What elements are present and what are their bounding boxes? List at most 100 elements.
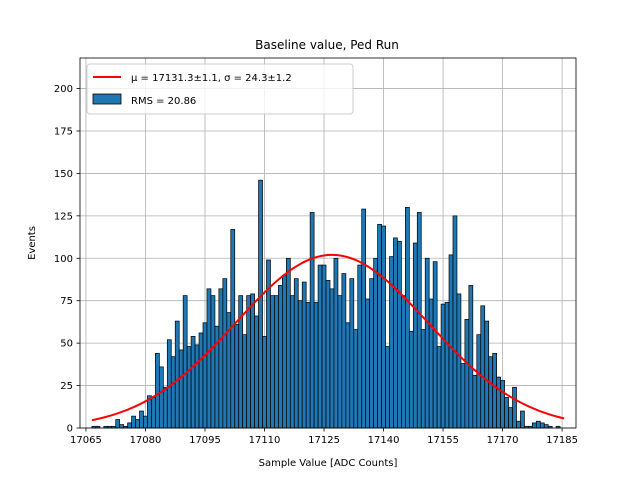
histogram-bar — [357, 264, 363, 429]
y-tick-label: 50 — [60, 339, 73, 350]
histogram-bar — [162, 386, 168, 429]
histogram-bar — [484, 320, 490, 429]
histogram-bar — [480, 305, 486, 429]
histogram-bar — [234, 324, 240, 429]
histogram-bar — [190, 335, 196, 429]
x-axis-ticks: 17065 17080 17095 17110 17125 17140 17155 17170… — [70, 428, 578, 446]
histogram-bar — [456, 293, 462, 429]
histogram-bar — [472, 375, 478, 429]
histogram-bar — [393, 237, 398, 429]
histogram-bar — [313, 302, 319, 429]
histogram-bar — [250, 293, 255, 429]
histogram-bar — [270, 295, 275, 429]
histogram-bar — [155, 352, 160, 429]
histogram-bar — [488, 356, 494, 429]
histogram-bar — [452, 215, 458, 429]
histogram-bar — [448, 254, 454, 429]
histogram-bar — [365, 298, 371, 429]
histogram-bar — [464, 319, 470, 429]
histogram-bar — [543, 424, 549, 429]
histogram-bar — [405, 207, 410, 429]
histogram-bar — [321, 264, 327, 429]
x-tick-label: 17110 — [249, 435, 281, 446]
histogram-bar — [492, 352, 497, 429]
histogram-bar — [139, 410, 144, 429]
histogram-bar — [535, 420, 541, 429]
legend-rms-swatch — [92, 93, 122, 105]
histogram-bar — [420, 329, 426, 429]
histogram-bar — [361, 208, 367, 429]
y-tick-label: 25 — [60, 381, 73, 392]
x-tick-label: 17095 — [189, 435, 221, 446]
histogram-bar — [496, 376, 501, 429]
histogram-bar — [182, 295, 188, 429]
plot-frame — [79, 57, 577, 429]
x-tick-label: 17080 — [130, 435, 162, 446]
histogram-bar — [166, 339, 172, 429]
histogram-bar — [278, 285, 283, 429]
histogram-bar — [329, 288, 335, 429]
histogram-bar — [262, 335, 267, 429]
y-tick-label: 175 — [54, 126, 73, 137]
histogram-bar — [127, 422, 132, 429]
histogram-bar — [301, 281, 307, 429]
y-tick-label: 0 — [67, 424, 73, 435]
histogram-bar — [468, 285, 474, 429]
histogram-bar — [222, 278, 228, 429]
histogram-bar — [115, 419, 121, 429]
histogram-bar — [254, 315, 259, 429]
histogram-bar — [325, 279, 331, 429]
x-tick-label: 17185 — [546, 435, 578, 446]
x-tick-label: 17125 — [308, 435, 340, 446]
histogram-bar — [341, 273, 347, 429]
histogram-bar — [282, 274, 287, 429]
legend-box — [86, 63, 354, 115]
legend-fit-label: μ = 17131.3±1.1, σ = 24.3±1.2 — [131, 73, 292, 84]
histogram-bar — [198, 332, 204, 429]
x-axis-label: Sample Value [ADC Counts] — [259, 458, 398, 469]
histogram-bar — [218, 288, 224, 429]
y-axis-label: Events — [27, 226, 38, 260]
histogram-bar — [401, 295, 406, 429]
histogram-bar — [289, 295, 295, 429]
histogram-bar — [381, 225, 386, 429]
histogram-bar — [135, 419, 140, 429]
histogram-bar — [305, 302, 311, 429]
histogram-bar — [500, 380, 505, 429]
legend-rms-label: RMS = 20.86 — [131, 96, 196, 107]
histogram-bar — [266, 259, 271, 429]
histogram-bar — [274, 295, 279, 429]
histogram-bar — [309, 212, 315, 429]
y-tick-label: 150 — [54, 169, 73, 180]
histogram-bar — [516, 420, 521, 429]
histogram-bar — [460, 363, 466, 429]
histogram-bar — [520, 410, 525, 429]
histogram-bar — [119, 424, 124, 429]
histogram-bar — [440, 303, 446, 429]
x-tick-label: 17065 — [70, 435, 102, 446]
y-tick-label: 75 — [60, 296, 73, 307]
histogram-bar — [170, 356, 176, 429]
histogram-bar — [539, 422, 545, 429]
histogram-bar — [416, 212, 422, 429]
x-tick-label: 17170 — [487, 435, 519, 446]
histogram-bar — [337, 295, 343, 429]
histogram-bar — [373, 257, 378, 429]
histogram-bar — [174, 320, 180, 429]
chart-title: Baseline value, Ped Run — [255, 38, 399, 52]
histogram-bar — [424, 257, 430, 429]
histogram-bar — [508, 407, 513, 429]
histogram-bar — [408, 330, 414, 429]
histogram-bar — [297, 300, 303, 429]
histogram-bar — [512, 386, 517, 429]
histogram-bar — [242, 334, 248, 429]
histogram-bar — [317, 264, 323, 429]
x-tick-label: 17155 — [427, 435, 459, 446]
histogram-bar — [385, 346, 390, 429]
histogram-bar — [206, 288, 212, 429]
legend: μ = 17131.3±1.1, σ = 24.3±1.2 RMS = 20.8… — [86, 63, 354, 115]
histogram-bar — [412, 242, 418, 429]
histogram-bar — [532, 422, 537, 429]
histogram-bar — [476, 334, 482, 429]
